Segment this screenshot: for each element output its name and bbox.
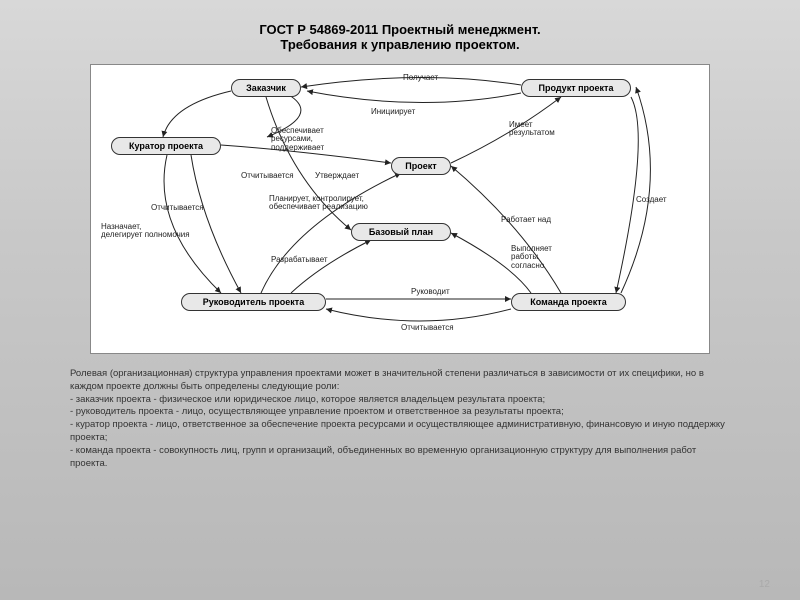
edge-16: [616, 97, 638, 293]
edge-label-9: Работает над: [501, 215, 551, 224]
title-line-1: ГОСТ Р 54869-2011 Проектный менеджмент.: [0, 22, 800, 37]
role-diagram: Заказчик Продукт проекта Куратор проекта Пр…: [90, 64, 710, 354]
page-number: 12: [759, 579, 770, 590]
node-team: Команда проекта: [511, 293, 626, 311]
edge-label-13: Руководит: [411, 287, 450, 296]
node-customer: Заказчик: [231, 79, 301, 97]
edge-15: [326, 309, 511, 321]
edge-label-14: Отчитывается: [401, 323, 454, 332]
edge-label-4: Отчитывается: [241, 171, 294, 180]
edge-label-1: Инициирует: [371, 107, 415, 116]
node-product: Продукт проекта: [521, 79, 631, 97]
body-text: Ролевая (организационная) структура упра…: [0, 362, 800, 471]
body-item-0: - заказчик проекта - физическое или юрид…: [70, 394, 730, 407]
edge-label-2: Обеспечиваетресурсами,поддерживает: [271, 127, 324, 152]
edge-4: [163, 91, 231, 137]
edge-label-12: Разрабатывает: [271, 255, 328, 264]
title-line-2: Требования к управлению проектом.: [0, 37, 800, 52]
edge-label-6: Отчитывается: [151, 203, 204, 212]
edge-label-5: Утверждает: [315, 171, 359, 180]
node-curator: Куратор проекта: [111, 137, 221, 155]
node-pm: Руководитель проекта: [181, 293, 326, 311]
edge-11: [451, 166, 561, 293]
body-intro: Ролевая (организационная) структура упра…: [70, 368, 730, 394]
edge-13: [621, 87, 650, 293]
edge-1: [307, 91, 521, 103]
node-baseplan: Базовый план: [351, 223, 451, 241]
edge-label-0: Получает: [403, 73, 438, 82]
edge-label-11: Выполняетработысогласно: [511, 245, 552, 270]
edge-label-8: Планирует, контролирует,обеспечивает реа…: [269, 195, 368, 212]
edge-8: [191, 155, 241, 293]
edge-label-3: Имеетрезультатом: [509, 121, 555, 138]
body-item-1: - руководитель проекта - лицо, осуществл…: [70, 406, 730, 419]
edge-label-7: Назначает,делегирует полномочия: [101, 223, 190, 240]
page-title: ГОСТ Р 54869-2011 Проектный менеджмент. …: [0, 0, 800, 52]
edge-10: [291, 240, 371, 293]
body-item-2: - куратор проекта - лицо, ответственное …: [70, 419, 730, 445]
edge-label-10: Создает: [636, 195, 667, 204]
node-project: Проект: [391, 157, 451, 175]
body-item-3: - команда проекта - совокупность лиц, гр…: [70, 445, 730, 471]
